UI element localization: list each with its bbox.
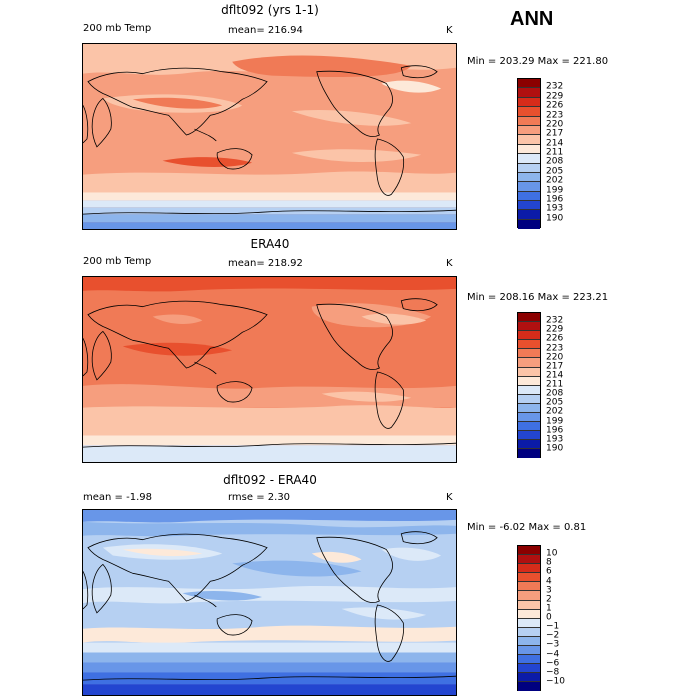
panel-3-colorbar-label: 2 <box>546 594 552 605</box>
panel-2-colorbar-label: 193 <box>546 434 564 445</box>
panel-3-mean-label: mean = -1.98 <box>83 492 152 503</box>
panel-1-colorbar-label: 217 <box>546 128 564 139</box>
panel-3-colorbar-label: 0 <box>546 612 552 623</box>
panel-3-title: dflt092 - ERA40 <box>223 473 317 487</box>
panel-1-map <box>82 43 457 230</box>
panel-2-colorbar-label: 217 <box>546 361 564 372</box>
panel-3-colorbar-label: −10 <box>546 676 565 687</box>
panel-1-title: dflt092 (yrs 1-1) <box>221 3 319 17</box>
panel-3-colorbar-label: −3 <box>546 639 560 650</box>
panel-2-colorbar-label: 199 <box>546 416 564 426</box>
panel-2-colorbar-label: 211 <box>546 379 564 390</box>
panel-3-colorbar-label: 6 <box>546 566 552 577</box>
panel-1-minmax: Min = 203.29 Max = 221.80 <box>467 56 609 67</box>
panel-1-colorbar <box>517 78 541 229</box>
panel-1-colorbar-label: 214 <box>546 138 564 149</box>
panel-3-colorbar-label: 3 <box>546 585 552 596</box>
panel-2-colorbar-label: 223 <box>546 343 564 353</box>
panel-1-colorbar-label: 196 <box>546 194 564 205</box>
panel-2-colorbar-label: 229 <box>546 324 564 335</box>
panel-3-colorbar-label: 10 <box>546 548 558 559</box>
panel-3-colorbar-label: 8 <box>546 557 552 568</box>
panel-3-minmax: Min = -6.02 Max = 0.81 <box>467 522 587 533</box>
panel-3-colorbar <box>517 545 541 692</box>
panel-2-colorbar-label: 214 <box>546 370 564 381</box>
panel-2-colorbar-label: 208 <box>546 388 564 399</box>
panel-1-colorbar-label: 211 <box>546 147 564 158</box>
panel-2-colorbar-label: 226 <box>546 333 564 344</box>
panel-2-units: K <box>446 258 453 269</box>
panel-2-map <box>82 276 457 463</box>
panel-3-rmse-label: rmse = 2.30 <box>228 492 291 503</box>
panel-1-colorbar-label: 193 <box>546 203 564 214</box>
panel-3-colorbar-label: −8 <box>546 667 560 678</box>
panel-1-colorbar-label: 202 <box>546 175 564 186</box>
panel-1-colorbar-label: 223 <box>546 110 564 120</box>
panel-2-mean-label: mean= 218.92 <box>228 258 303 269</box>
panel-1-colorbar-label: 232 <box>546 81 564 92</box>
panel-1-colorbar-label: 199 <box>546 185 564 195</box>
panel-3-colorbar-label: −2 <box>546 630 560 641</box>
panel-2-colorbar-label: 232 <box>546 315 564 326</box>
panel-2-title: ERA40 <box>250 237 290 251</box>
panel-1-colorbar-label: 220 <box>546 119 564 130</box>
panel-1-colorbar-label: 208 <box>546 156 564 167</box>
panel-2-minmax: Min = 208.16 Max = 223.21 <box>467 292 609 303</box>
panel-1-colorbar-label: 229 <box>546 91 564 102</box>
panel-1-units: K <box>446 25 453 36</box>
panel-3-colorbar-label: 1 <box>546 603 552 614</box>
panel-3-colorbar-label: −4 <box>546 649 560 659</box>
panel-1-mean-label: mean= 216.94 <box>228 25 303 36</box>
panel-2-colorbar-label: 220 <box>546 352 564 363</box>
panel-3-colorbar-label: −1 <box>546 621 560 632</box>
season-label: ANN <box>510 8 554 30</box>
panel-3-units: K <box>446 492 453 503</box>
panel-1-colorbar-label: 205 <box>546 166 564 177</box>
panel-2-colorbar-label: 202 <box>546 406 564 417</box>
panel-2-variable-label: 200 mb Temp <box>83 256 152 267</box>
panel-2-colorbar-label: 190 <box>546 443 564 454</box>
panel-3-colorbar-label: −6 <box>546 658 560 669</box>
panel-1-colorbar-label: 190 <box>546 213 564 224</box>
panel-2-colorbar <box>517 312 541 459</box>
panel-3-map <box>82 509 457 696</box>
panel-3-colorbar-label: 4 <box>546 576 552 586</box>
panel-1-colorbar-label: 226 <box>546 100 564 111</box>
panel-1-variable-label: 200 mb Temp <box>83 23 152 34</box>
panel-2-colorbar-label: 205 <box>546 397 564 408</box>
panel-2-colorbar-label: 196 <box>546 425 564 436</box>
